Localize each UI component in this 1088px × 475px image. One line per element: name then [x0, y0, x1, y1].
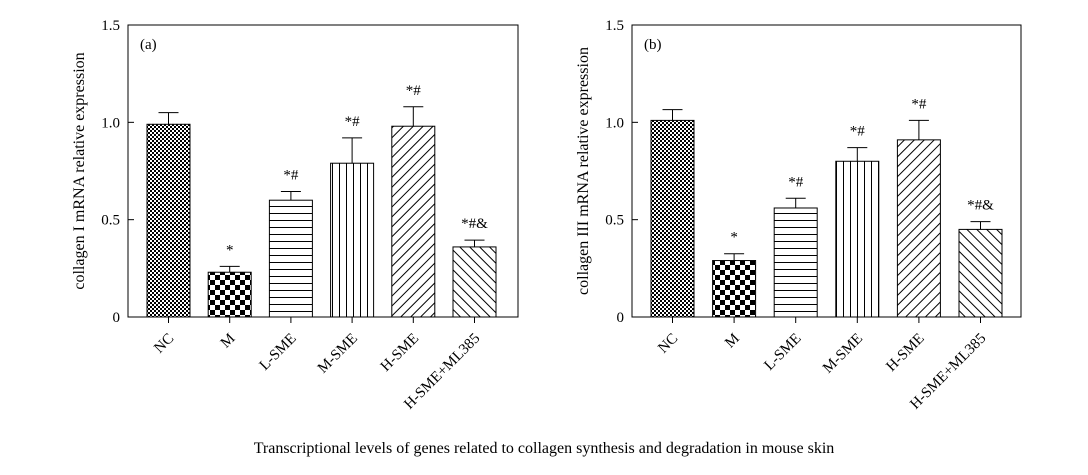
bar-nc: [146, 123, 191, 318]
y-tick-label: 0: [113, 310, 121, 326]
y-axis-label: collagen III mRNA relative expression: [575, 47, 592, 295]
panel-label: (a): [140, 37, 157, 53]
plot-frame: [631, 24, 1022, 318]
bar-h-sme: [896, 139, 941, 318]
chart-panel-a: 0 0.5 1.0 1.5 collagen I mRNA relative expre…: [71, 18, 519, 413]
x-category-label: M: [722, 331, 743, 352]
panel-label: (b): [644, 37, 662, 53]
bar-m-sme: [330, 162, 375, 318]
x-category-label: NC: [655, 331, 681, 357]
bar-h-sme: [391, 125, 436, 318]
significance-marker: *#: [345, 114, 361, 130]
significance-marker: *: [730, 230, 738, 246]
y-tick-label: 0: [617, 310, 625, 326]
significance-marker: *#&: [967, 198, 994, 214]
x-category-label: NC: [151, 331, 177, 357]
y-tick-label: 0.5: [101, 213, 120, 229]
significance-marker: *#&: [461, 216, 488, 232]
x-category-label: M: [218, 331, 239, 352]
x-category-label: M-SME: [315, 331, 361, 377]
y-axis-label: collagen I mRNA relative expression: [71, 52, 88, 289]
bar-l-sme: [268, 199, 313, 318]
bar-h-sme-ml385: [452, 246, 497, 318]
bar-h-sme-ml385: [958, 228, 1003, 318]
y-tick-label: 0.5: [605, 213, 624, 229]
y-tick-label: 1.0: [101, 115, 120, 131]
significance-marker: *#: [911, 96, 927, 112]
significance-marker: *#: [406, 83, 422, 99]
bar-m: [207, 271, 252, 318]
figure-caption: Transcriptional levels of genes related …: [253, 440, 835, 457]
x-category-label: H-SME: [883, 331, 927, 375]
plot-frame: [127, 24, 519, 318]
significance-marker: *: [226, 242, 234, 258]
x-category-label: L-SME: [761, 331, 804, 374]
significance-marker: *#: [283, 167, 299, 183]
bar-m: [712, 260, 757, 318]
y-tick-label: 1.5: [101, 18, 120, 34]
x-category-label: M-SME: [820, 331, 866, 377]
bar-l-sme: [773, 207, 818, 318]
bar-m-sme: [835, 160, 880, 318]
bar-nc: [650, 119, 695, 318]
figure-canvas: 0 0.5 1.0 1.5 collagen I mRNA relative expre…: [71, 18, 1022, 413]
x-category-label: L-SME: [257, 331, 300, 374]
y-tick-label: 1.0: [605, 115, 624, 131]
significance-marker: *#: [788, 174, 804, 190]
x-category-label: H-SME: [378, 331, 422, 375]
y-tick-label: 1.5: [605, 18, 624, 34]
chart-panel-b: 0 0.5 1.0 1.5 collagen III mRNA relative exp…: [575, 18, 1022, 413]
significance-marker: *#: [850, 124, 866, 140]
